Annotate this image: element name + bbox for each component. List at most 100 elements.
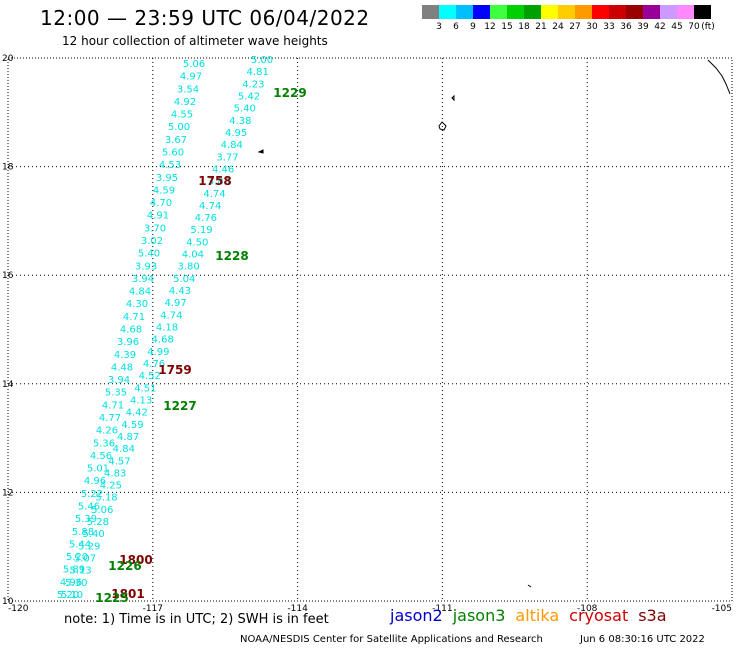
wave-height-value: 4.55 [171, 110, 193, 121]
wave-height-value: 4.76 [195, 213, 217, 224]
page-subtitle: 12 hour collection of altimeter wave hei… [62, 34, 328, 48]
wave-height-value: 4.04 [182, 250, 204, 261]
wave-height-value: 3.95 [156, 173, 178, 184]
legend-tick: 30 [586, 22, 598, 32]
color-legend: 3 6 9 12 15 18 21 24 27 30 33 36 39 42 45 70 (ft) [422, 5, 715, 32]
wave-height-value: 5.01 [87, 464, 109, 475]
satellite-legend-s3a: s3a [638, 606, 667, 625]
legend-color-bar [422, 5, 711, 19]
wave-height-value: 5.35 [105, 388, 127, 399]
island-2 [438, 121, 447, 131]
wave-height-value: 4.50 [186, 237, 208, 248]
credit-line: NOAA/NESDIS Center for Satellite Applica… [240, 634, 543, 645]
wave-height-value: 3.94 [132, 274, 154, 285]
legend-tick: 42 [654, 22, 666, 32]
pass-time-label: 1228 [215, 249, 248, 263]
wave-height-value: 5.39 [75, 514, 97, 525]
footnote: note: 1) Time is in UTC; 2) SWH is in fe… [64, 612, 329, 627]
wave-height-value: 5.89 [63, 565, 85, 576]
latitude-label: 20 [2, 54, 14, 64]
legend-tick: 33 [603, 22, 615, 32]
latitude-label: 18 [2, 163, 14, 173]
wave-height-value: 5.40 [138, 249, 160, 260]
wave-height-value: 4.84 [221, 140, 243, 151]
wave-height-value: 4.71 [123, 312, 145, 323]
legend-tick: 70 [688, 22, 700, 32]
satellite-legend-altika: altika [515, 606, 560, 625]
legend-tick: 12 [484, 22, 496, 32]
wave-height-value: 5.04 [173, 274, 195, 285]
wave-height-value: 5.00 [168, 122, 190, 133]
legend-tick: 18 [518, 22, 530, 32]
wave-height-value: 3.80 [177, 262, 199, 273]
wave-height-value: 4.39 [114, 350, 136, 361]
legend-swatch [541, 5, 558, 19]
island-3 [257, 149, 264, 154]
wave-height-value: 4.25 [100, 481, 122, 492]
wave-height-value: 4.71 [102, 400, 124, 411]
wave-height-value: 4.77 [99, 413, 121, 424]
satellite-legend-jason3: jason3 [452, 606, 506, 625]
wave-height-value: 3.96 [117, 337, 139, 348]
wave-height-value: 4.46 [212, 164, 234, 175]
legend-swatch [439, 5, 456, 19]
satellite-legend: jason2 jason3 altika cryosat s3a [390, 606, 677, 625]
wave-height-value: 4.92 [174, 97, 196, 108]
wave-height-value: 4.52 [139, 371, 161, 382]
wave-height-value: 4.70 [150, 198, 172, 209]
legend-tick: (ft) [701, 22, 715, 32]
legend-tick: 6 [453, 22, 459, 32]
wave-height-value: 3.67 [165, 135, 187, 146]
pass-time-label: 1229 [273, 86, 306, 100]
wave-height-value: 5.00 [251, 55, 273, 66]
wave-height-value: 4.74 [160, 310, 182, 321]
wave-height-value: 5.42 [238, 91, 260, 102]
longitude-label: -111 [432, 604, 452, 614]
wave-height-value: 3.83 [208, 177, 230, 188]
legend-swatch [558, 5, 575, 19]
coastline-baja [707, 59, 731, 95]
latitude-label: 16 [2, 271, 14, 281]
wave-height-value: 5.46 [78, 502, 100, 513]
wave-height-value: 4.59 [153, 185, 175, 196]
latitude-label: 14 [2, 380, 14, 390]
legend-tick: 15 [501, 22, 513, 32]
island-1 [451, 94, 455, 102]
map-frame [7, 57, 733, 602]
legend-tick: 39 [637, 22, 649, 32]
wave-height-value: 5.10 [61, 590, 83, 601]
longitude-label: -117 [143, 604, 163, 614]
legend-tick: 21 [535, 22, 547, 32]
legend-tick: 36 [620, 22, 632, 32]
legend-tick: 45 [671, 22, 683, 32]
wave-height-value: 4.23 [242, 79, 264, 90]
latitude-label: 10 [2, 597, 14, 607]
legend-swatch [507, 5, 524, 19]
wave-height-value: 4.68 [152, 335, 174, 346]
wave-height-value: 4.43 [169, 286, 191, 297]
wave-height-value: 4.18 [156, 323, 178, 334]
longitude-label: -114 [287, 604, 308, 614]
legend-tick: 27 [569, 22, 581, 32]
legend-swatch [626, 5, 643, 19]
wave-height-value: 4.76 [143, 359, 165, 370]
wave-height-value: 5.19 [190, 225, 212, 236]
wave-height-value: 5.06 [183, 59, 205, 70]
pass-time-label: 1226 [108, 559, 141, 573]
legend-ticks: 3 6 9 12 15 18 21 24 27 30 33 36 39 42 45 70 (ft) [422, 22, 740, 36]
wave-height-value: 3.94 [108, 375, 130, 386]
wave-height-value: 4.83 [104, 468, 126, 479]
wave-height-value: 5.22 [81, 489, 103, 500]
wave-height-value: 4.84 [113, 444, 135, 455]
pass-time-label: 1801 [111, 587, 144, 601]
wave-height-value: 4.95 [225, 128, 247, 139]
wave-height-value: 4.42 [126, 408, 148, 419]
wave-height-value: 4.91 [147, 211, 169, 222]
wave-height-value: 4.30 [126, 299, 148, 310]
legend-swatch [524, 5, 541, 19]
wave-height-value: 4.99 [147, 347, 169, 358]
wave-height-value: 5.40 [234, 104, 256, 115]
axis-labels: 20 18 16 14 12 10-120 -117 -114 -111 -108 -105 [2, 54, 732, 614]
